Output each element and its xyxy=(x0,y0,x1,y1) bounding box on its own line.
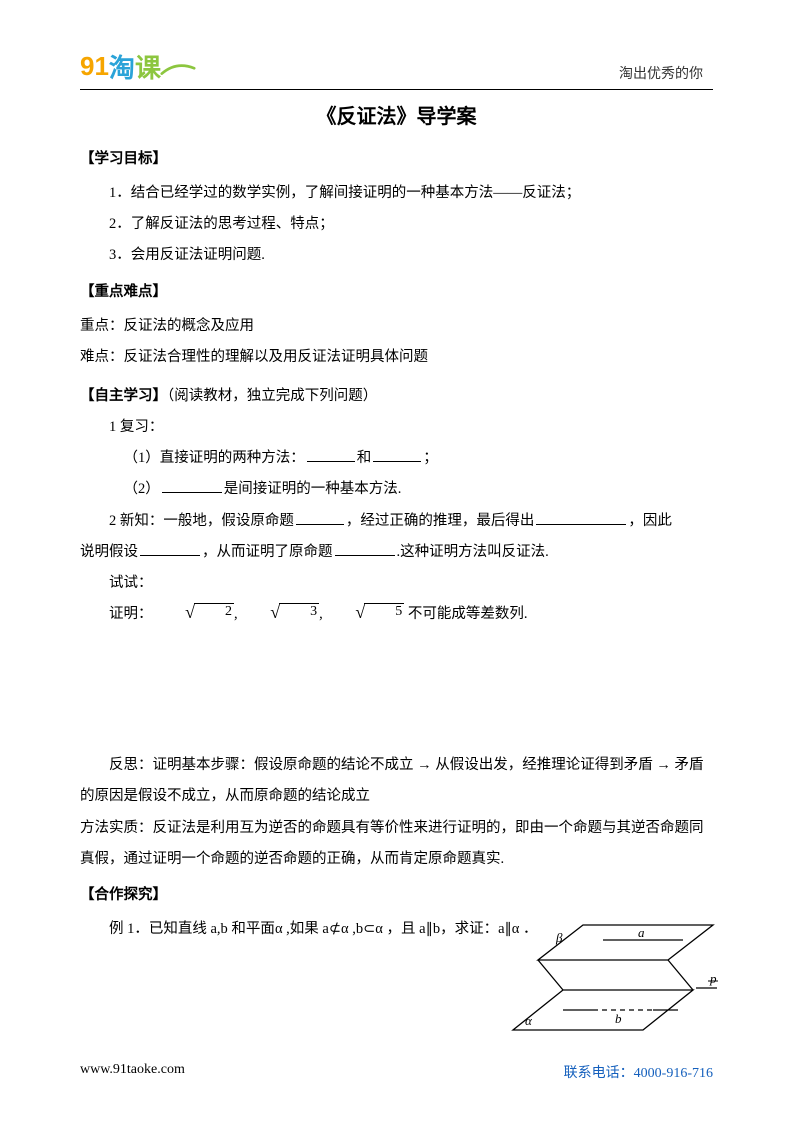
txt: （1）直接证明的两种方法： xyxy=(124,450,305,466)
page-footer: www.91taoke.com 联系电话：4000-916-716 xyxy=(80,1062,713,1082)
reflection-p1: 反思：证明基本步骤：假设原命题的结论不成立 → 从假设出发，经推理论证得到矛盾 … xyxy=(80,750,713,812)
geometry-figure: β a b α p xyxy=(503,910,723,1050)
txt: ，从而证明了原命题 xyxy=(202,544,333,560)
logo-swoosh-icon xyxy=(159,61,197,79)
alpha: α xyxy=(275,921,283,937)
txt: 是间接证明的一种基本方法. xyxy=(224,481,402,497)
new-knowledge-line2: 说明假设 ，从而证明了原命题 .这种证明方法叫反证法. xyxy=(80,537,713,568)
svg-text:β: β xyxy=(555,930,563,945)
coop-head: 【合作探究】 xyxy=(80,883,713,904)
svg-text:a: a xyxy=(638,925,645,940)
txt: ，且 a xyxy=(383,921,426,937)
parallel-symbol: ∥ xyxy=(426,921,433,937)
heavy-label: 重点： xyxy=(80,318,124,334)
selfstudy-head-suffix: （阅读教材，独立完成下列问题） xyxy=(167,388,377,404)
blank-field[interactable] xyxy=(373,448,421,463)
objective-item: 2．了解反证法的思考过程、特点； xyxy=(80,209,713,240)
txt: .这种证明方法叫反证法. xyxy=(397,544,549,560)
hard-label: 难点： xyxy=(80,349,124,365)
alpha: α xyxy=(341,921,349,937)
txt: b，求证：a xyxy=(433,921,505,937)
selfstudy-head: 【自主学习】（阅读教材，独立完成下列问题） xyxy=(80,381,713,412)
txt: 不可能成等差数列. xyxy=(408,606,528,622)
page-title: 《反证法》导学案 xyxy=(80,100,713,129)
hard-point: 难点：反证法合理性的理解以及用反证法证明具体问题 xyxy=(80,342,713,373)
new-knowledge: 2 新知：一般地，假设原命题 ，经过正确的推理，最后得出 ，因此 xyxy=(80,506,713,537)
svg-text:b: b xyxy=(615,1011,622,1026)
txt: 2 新知： xyxy=(109,513,163,529)
footer-url: www.91taoke.com xyxy=(80,1062,185,1082)
selfstudy-head-bold: 【自主学习】 xyxy=(80,388,167,404)
spacer xyxy=(80,630,713,750)
txt: （2） xyxy=(124,481,160,497)
page-header: 91 淘 课 淘出优秀的你 xyxy=(80,48,713,90)
txt: 说明假设 xyxy=(80,544,138,560)
blank-field[interactable] xyxy=(335,541,395,556)
review-item-1: （1）直接证明的两种方法： 和 ； xyxy=(80,443,713,474)
txt: ,如果 a xyxy=(283,921,329,937)
blank-field[interactable] xyxy=(536,510,626,525)
logo-tao: 淘 xyxy=(109,48,135,85)
reflection-p2: 方法实质：反证法是利用互为逆否的命题具有等价性来进行证明的，即由一个命题与其逆否… xyxy=(80,813,713,875)
footer-phone: 联系电话：4000-916-716 xyxy=(564,1062,713,1082)
txt: 证明： xyxy=(109,606,153,622)
logo: 91 淘 课 xyxy=(80,48,197,85)
objectives-head: 【学习目标】 xyxy=(80,147,713,168)
logo-91: 91 xyxy=(80,51,109,82)
logo-ke: 课 xyxy=(135,48,161,85)
planes-diagram-icon: β a b α p xyxy=(503,910,723,1050)
svg-text:p: p xyxy=(709,971,717,986)
objective-item: 1．结合已经学过的数学实例，了解间接证明的一种基本方法——反证法； xyxy=(80,178,713,209)
hard-text: 反证法合理性的理解以及用反证法证明具体问题 xyxy=(124,349,429,365)
review-label: 1 复习： xyxy=(80,412,713,443)
keypoints-head: 【重点难点】 xyxy=(80,280,713,301)
txt: 和 xyxy=(357,450,372,466)
txt: 一般地，假设原命题 xyxy=(163,513,294,529)
sqrt3: √3 xyxy=(241,603,319,621)
phone-number: 4000-916-716 xyxy=(634,1066,713,1081)
review-item-2: （2） 是间接证明的一种基本方法. xyxy=(80,474,713,505)
txt: ，经过正确的推理，最后得出 xyxy=(346,513,535,529)
tagline: 淘出优秀的你 xyxy=(619,63,713,85)
blank-field[interactable] xyxy=(162,479,222,494)
subset-symbol: ⊂ xyxy=(363,921,375,937)
try-label: 试试： xyxy=(80,568,713,599)
heavy-point: 重点：反证法的概念及应用 xyxy=(80,311,713,342)
sqrt2: √2 xyxy=(156,603,234,621)
alpha: α xyxy=(375,921,383,937)
sqrt5: √5 xyxy=(326,603,404,621)
txt: ，因此 xyxy=(628,513,672,529)
blank-field[interactable] xyxy=(296,510,344,525)
heavy-text: 反证法的概念及应用 xyxy=(124,318,255,334)
objective-item: 3．会用反证法证明问题. xyxy=(80,240,713,271)
txt: ,b xyxy=(349,921,364,937)
txt: 例 1．已知直线 a,b 和平面 xyxy=(109,921,275,937)
svg-text:α: α xyxy=(525,1013,533,1028)
prove-line: 证明： √2, √3, √5 不可能成等差数列. xyxy=(80,599,713,630)
phone-label: 联系电话： xyxy=(564,1066,634,1081)
blank-field[interactable] xyxy=(307,448,355,463)
blank-field[interactable] xyxy=(140,541,200,556)
txt: ； xyxy=(423,450,438,466)
notsubset-symbol: ⊄ xyxy=(329,921,341,937)
